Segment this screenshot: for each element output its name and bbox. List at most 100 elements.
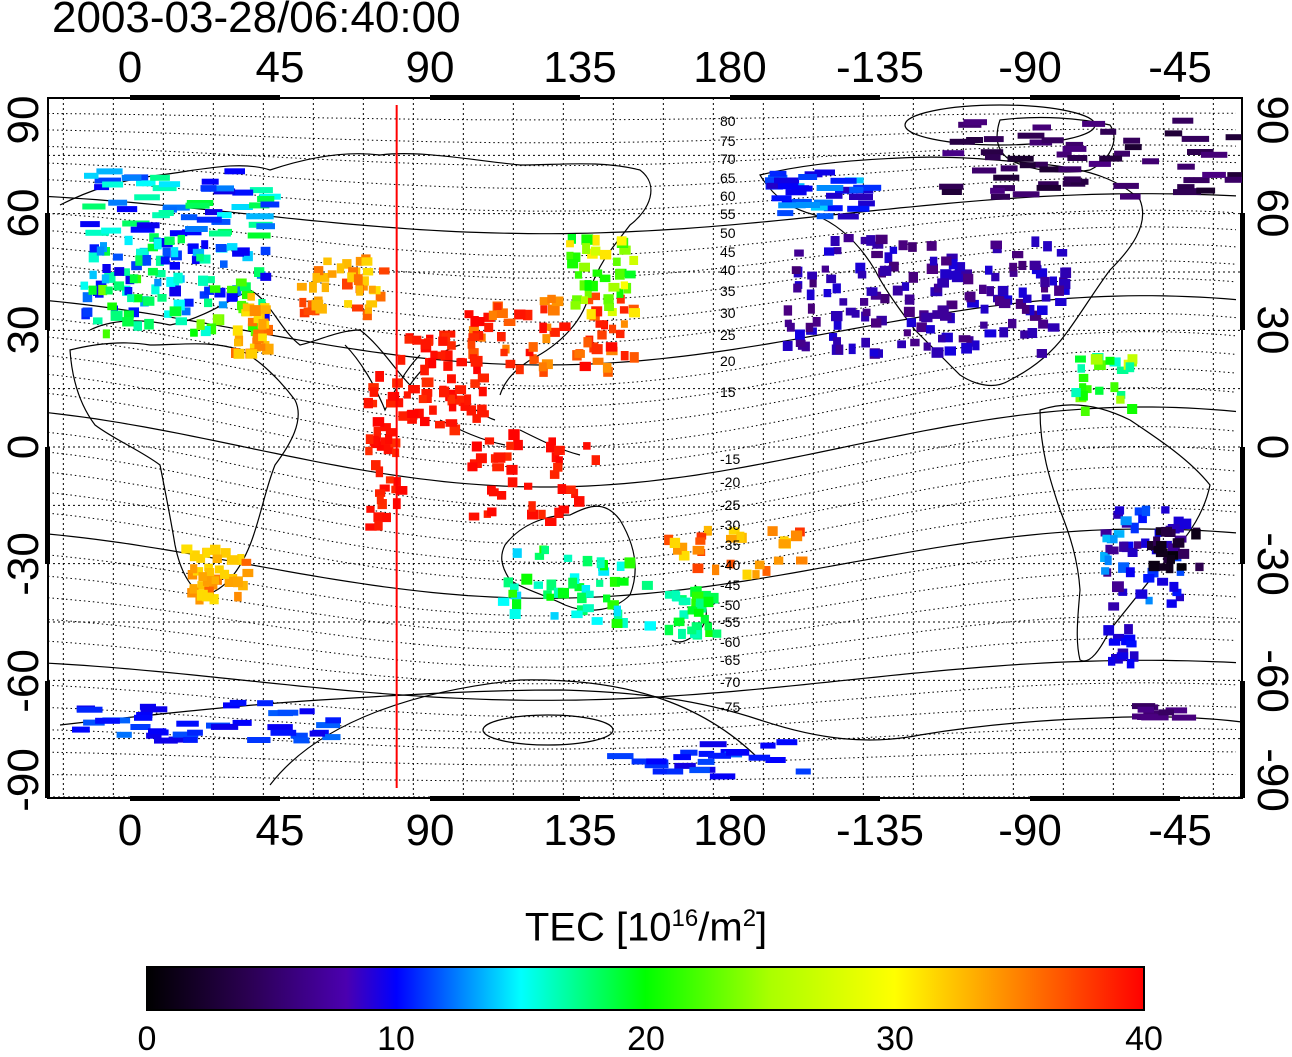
tec-patch — [1078, 373, 1089, 382]
tec-patch — [629, 352, 639, 363]
tec-patch — [215, 244, 227, 252]
tec-patch — [493, 452, 506, 463]
tec-patch — [1100, 128, 1117, 135]
tec-patch — [708, 752, 731, 759]
tec-patch — [889, 261, 899, 272]
tec-patch — [1116, 366, 1129, 374]
tec-patch — [904, 294, 915, 305]
tec-patch — [940, 269, 952, 280]
tec-patch — [574, 496, 585, 507]
colorbar-tick-label: 40 — [1125, 1020, 1163, 1057]
tec-patch — [134, 194, 160, 201]
tec-patch — [678, 628, 686, 639]
coastlines — [59, 116, 1242, 741]
tec-patch — [549, 327, 560, 337]
tec-patch — [596, 557, 605, 569]
tec-patch — [816, 213, 834, 220]
tec-patch — [573, 252, 581, 262]
tec-patch — [616, 577, 629, 586]
tec-patch — [860, 298, 869, 306]
tec-patch — [1060, 267, 1069, 279]
tec-patch — [961, 342, 972, 354]
tec-patch — [964, 292, 973, 301]
tec-patch — [581, 585, 591, 595]
tec-patch — [129, 274, 138, 284]
tec-patch — [80, 221, 100, 228]
tec-patch — [1158, 709, 1174, 716]
tec-patch — [557, 484, 567, 494]
tec-patch — [144, 318, 154, 330]
tec-patch — [807, 303, 815, 314]
tec-patch — [1145, 596, 1153, 605]
tec-patch — [589, 292, 600, 301]
tec-patch — [692, 545, 705, 555]
tec-patch — [831, 311, 843, 322]
y-tick-label-left: 30 — [0, 306, 48, 355]
tec-patch — [678, 597, 691, 605]
tec-patch — [576, 605, 588, 616]
tec-patch — [990, 193, 1010, 200]
tec-patch — [121, 174, 142, 181]
tec-patch — [187, 729, 203, 736]
tec-patch — [232, 247, 244, 257]
tec-patch — [777, 183, 799, 190]
tec-patch — [566, 251, 574, 260]
contour-label: -40 — [720, 557, 740, 573]
contour-line — [48, 659, 1237, 701]
tec-patch — [160, 256, 170, 265]
tec-patch — [1104, 555, 1112, 566]
tec-patch — [1169, 581, 1179, 592]
tec-patch — [923, 342, 931, 351]
tec-patch — [206, 323, 217, 335]
tec-patch — [253, 329, 264, 338]
tec-patch — [631, 758, 651, 765]
tec-patch — [1125, 362, 1135, 373]
tec-patch — [1039, 166, 1059, 173]
tec-patch — [1041, 137, 1064, 144]
tec-patch — [449, 424, 461, 436]
tec-patch — [624, 270, 636, 279]
tec-patch — [198, 275, 209, 286]
tec-patch — [673, 617, 685, 627]
tec-patch — [478, 386, 487, 397]
tec-patch — [122, 268, 130, 276]
tec-patch — [430, 350, 438, 359]
tec-patch — [698, 750, 715, 757]
tec-patch — [1049, 276, 1057, 286]
contour-label: -30 — [720, 517, 740, 533]
tec-patch — [1166, 599, 1177, 608]
tec-patch — [876, 315, 887, 326]
tec-patch — [1130, 522, 1139, 534]
tec-patch — [440, 350, 453, 361]
tec-patch — [545, 517, 557, 526]
tec-patch — [933, 283, 942, 293]
tec-patch — [946, 300, 958, 310]
tec-patch — [795, 339, 806, 347]
tec-patch — [567, 259, 579, 269]
tec-patch — [200, 326, 211, 337]
tec-patch — [538, 362, 547, 372]
tec-patch — [158, 181, 181, 188]
tec-patch — [1166, 562, 1174, 574]
tec-patch — [1141, 714, 1169, 721]
tec-patch — [591, 246, 601, 256]
tec-patch — [1171, 714, 1197, 721]
tec-patch — [1195, 562, 1204, 572]
tec-patch — [641, 580, 653, 590]
contour-label: 70 — [720, 151, 736, 167]
tec-patch — [1110, 382, 1119, 393]
tec-patch — [342, 278, 353, 290]
tec-patch — [664, 591, 676, 599]
tec-patch — [468, 326, 479, 336]
tec-patch — [549, 470, 560, 479]
tec-patch — [414, 408, 424, 419]
tec-patch — [1173, 516, 1184, 524]
tec-patch — [303, 307, 316, 316]
tec-patch — [1038, 181, 1059, 188]
polar-contour — [482, 714, 614, 746]
tec-patch — [488, 488, 499, 497]
tec-patch — [253, 315, 262, 324]
tec-patch — [93, 317, 103, 325]
tec-patch — [180, 214, 198, 221]
y-tick-label-right: -90 — [1248, 748, 1292, 812]
